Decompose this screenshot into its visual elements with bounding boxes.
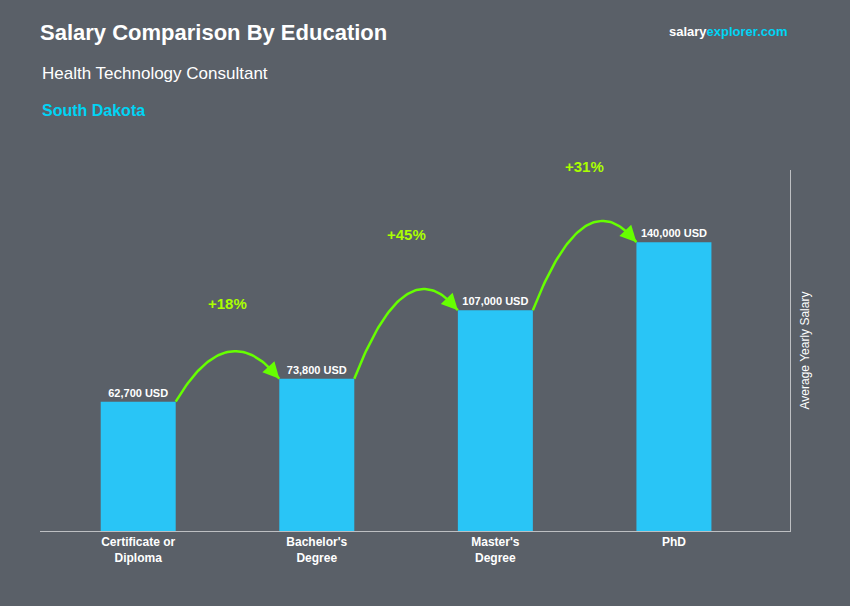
- svg-text:PhD: PhD: [662, 535, 686, 549]
- svg-text:+45%: +45%: [387, 226, 426, 243]
- svg-text:Salary Comparison By Education: Salary Comparison By Education: [40, 20, 387, 45]
- svg-text:salaryexplorer.com: salaryexplorer.com: [669, 24, 788, 39]
- svg-text:Health Technology Consultant: Health Technology Consultant: [42, 64, 268, 83]
- svg-text:62,700 USD: 62,700 USD: [108, 387, 168, 399]
- svg-text:+31%: +31%: [565, 158, 604, 175]
- svg-text:73,800 USD: 73,800 USD: [287, 364, 347, 376]
- svg-text:South Dakota: South Dakota: [42, 102, 145, 119]
- svg-text:107,000 USD: 107,000 USD: [462, 295, 528, 307]
- svg-text:Certificate orDiploma: Certificate orDiploma: [101, 535, 175, 565]
- svg-text:140,000 USD: 140,000 USD: [641, 227, 707, 239]
- svg-text:Average Yearly Salary: Average Yearly Salary: [798, 292, 812, 410]
- svg-text:Bachelor'sDegree: Bachelor'sDegree: [286, 535, 347, 565]
- svg-text:+18%: +18%: [208, 295, 247, 312]
- svg-text:Master'sDegree: Master'sDegree: [471, 535, 520, 565]
